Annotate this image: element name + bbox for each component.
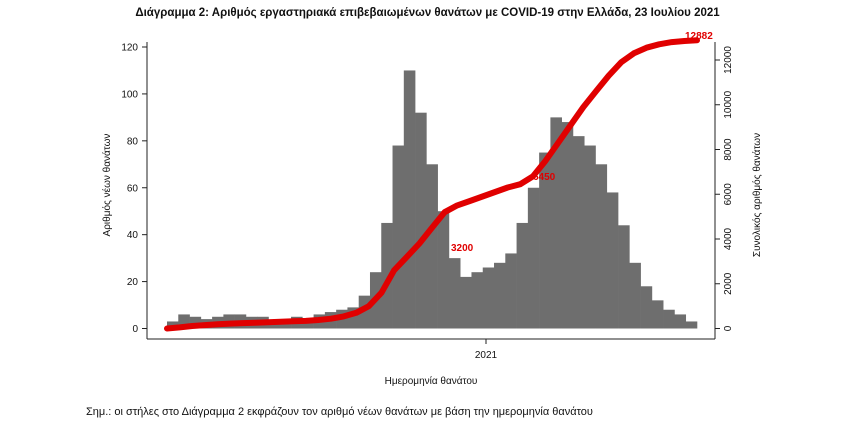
bars-group — [167, 70, 698, 329]
y2-axis-label: Συνολικός αριθμός θανάτων — [751, 133, 763, 257]
x-tick-label: 2021 — [475, 350, 498, 361]
daily-deaths-bar — [663, 309, 675, 329]
cumulative-deaths-line — [164, 37, 700, 332]
daily-deaths-bar — [381, 222, 393, 329]
daily-deaths-bar — [178, 314, 190, 329]
daily-deaths-bar — [505, 253, 517, 329]
labels-group: 3200 6450 12882 — [451, 31, 713, 254]
daily-deaths-bar — [415, 112, 427, 329]
chart-title: Διάγραμμα 2: Αριθμός εργαστηριακά επιβεβ… — [135, 7, 720, 19]
y-tick-label: 0 — [132, 324, 138, 335]
y2-tick-label: 10000 — [723, 90, 734, 118]
daily-deaths-bar — [550, 117, 562, 329]
daily-deaths-bar — [460, 276, 472, 329]
y-tick-label: 40 — [127, 230, 139, 241]
daily-deaths-bar — [595, 164, 608, 329]
y2-tick-label: 8000 — [723, 138, 734, 161]
daily-deaths-bar — [471, 272, 484, 329]
daily-deaths-bar — [426, 164, 438, 329]
daily-deaths-bar — [572, 136, 585, 329]
daily-deaths-bar — [527, 187, 540, 329]
cumulative-label-12882: 12882 — [685, 31, 713, 42]
daily-deaths-bar — [685, 321, 698, 329]
daily-deaths-bar — [482, 267, 495, 329]
daily-deaths-bar — [279, 321, 292, 329]
y2-tick-label: 4000 — [723, 227, 734, 250]
daily-deaths-bar — [618, 225, 630, 329]
daily-deaths-bar — [403, 70, 416, 329]
y2-tick-label: 0 — [723, 325, 734, 331]
daily-deaths-bar — [347, 307, 360, 329]
y-tick-label: 20 — [127, 277, 139, 288]
daily-deaths-bar — [358, 295, 371, 329]
y-tick-label: 100 — [121, 89, 138, 100]
daily-deaths-bar — [189, 316, 202, 329]
daily-deaths-bar — [640, 286, 653, 329]
daily-deaths-bar — [494, 262, 506, 329]
y-axis-label: Αριθμός νέων θανάτων — [101, 134, 113, 237]
daily-deaths-bar — [448, 258, 461, 329]
y2-tick-label: 12000 — [723, 46, 734, 74]
axes-group: 0 20 40 60 80 100 120 0 2000 4000 6000 8000 10000 120… — [101, 42, 763, 387]
daily-deaths-bar — [539, 152, 551, 329]
x-axis-label: Ημερομηνία θανάτου — [385, 375, 478, 387]
daily-deaths-bar — [651, 300, 664, 329]
cumulative-label-3200: 3200 — [451, 243, 474, 254]
daily-deaths-bar — [516, 222, 529, 329]
daily-deaths-bar — [437, 211, 450, 329]
y2-tick-label: 6000 — [723, 183, 734, 206]
footnote: Σημ.: οι στήλες στο Διάγραμμα 2 εκφράζου… — [86, 406, 593, 418]
cumulative-label-6450: 6450 — [533, 172, 556, 183]
y2-tick-label: 2000 — [723, 272, 734, 295]
y-tick-label: 80 — [127, 136, 139, 147]
daily-deaths-bar — [302, 319, 314, 329]
daily-deaths-bar — [392, 145, 405, 329]
daily-deaths-bar — [629, 262, 641, 329]
y-tick-label: 120 — [121, 43, 138, 54]
cumulative-line-group — [164, 37, 700, 332]
daily-deaths-bar — [606, 192, 619, 329]
daily-deaths-bar — [584, 145, 596, 329]
daily-deaths-bar — [167, 321, 179, 329]
y-tick-label: 60 — [127, 183, 139, 194]
daily-deaths-bar — [561, 122, 574, 329]
daily-deaths-bar — [674, 314, 687, 329]
